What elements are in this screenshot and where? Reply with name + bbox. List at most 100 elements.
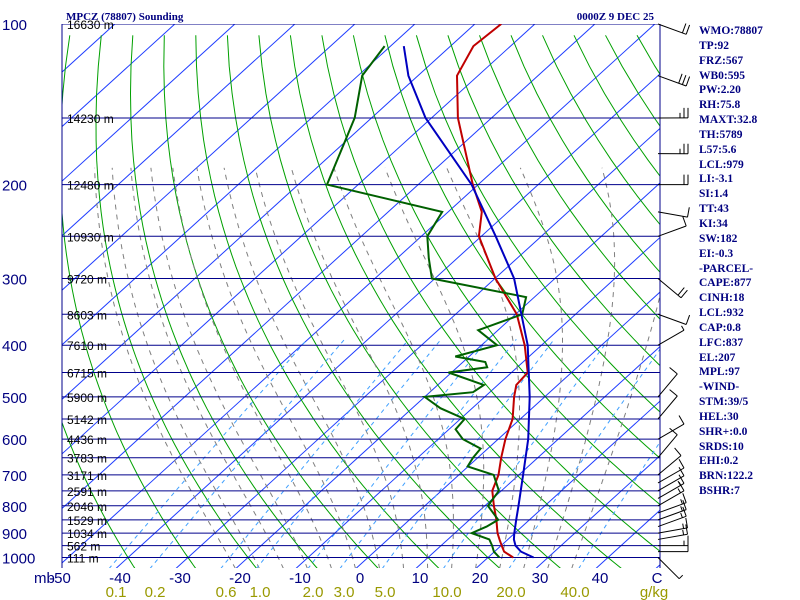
wind-barb bbox=[657, 174, 689, 186]
wind-barb-half-flag bbox=[682, 529, 685, 535]
index-value: BRN:122.2 bbox=[699, 470, 753, 483]
isotherm-line bbox=[355, 291, 660, 568]
moist-adiabat-line bbox=[446, 167, 520, 568]
moist-adiabat-line bbox=[384, 167, 485, 568]
dry-adiabat-line bbox=[573, 35, 660, 177]
temperature-tick-label: -10 bbox=[289, 570, 311, 587]
temperature-tick-label: 0 bbox=[356, 570, 364, 587]
isotherm-line bbox=[475, 400, 660, 568]
mixing-ratio-line bbox=[339, 338, 517, 568]
mixing-ratio-tick-label: 40.0 bbox=[560, 584, 589, 600]
pressure-tick-label: 100 bbox=[2, 17, 27, 34]
index-value: LFC:837 bbox=[699, 336, 744, 349]
mixing-ratio-tick-label: 10.0 bbox=[432, 584, 461, 600]
isotherm-line bbox=[235, 182, 660, 568]
wind-barb bbox=[657, 73, 691, 87]
moist-adiabat-line bbox=[519, 167, 563, 568]
mixing-ratio-tick-label: 1.0 bbox=[250, 584, 271, 600]
wind-barb-staff bbox=[657, 482, 685, 499]
wind-barb-flag bbox=[678, 415, 685, 425]
wind-barb bbox=[657, 427, 678, 459]
isotherm-line bbox=[62, 24, 416, 346]
index-value: RH:75.8 bbox=[699, 99, 741, 112]
dry-adiabat-line bbox=[763, 35, 800, 569]
height-label: 2046 m bbox=[67, 500, 107, 514]
isotherm-line bbox=[62, 24, 176, 128]
wind-barb-flag bbox=[682, 493, 687, 503]
index-value: CAPE:877 bbox=[699, 277, 752, 290]
mixing-ratio-tick-label: 20.0 bbox=[496, 584, 525, 600]
height-label: 3783 m bbox=[67, 452, 107, 466]
moist-adiabat-line bbox=[290, 167, 429, 568]
mixing-ratio-tick-label: 0.6 bbox=[216, 584, 237, 600]
isotherm-line bbox=[535, 455, 660, 568]
wind-barb bbox=[657, 313, 691, 325]
height-label: 111 m bbox=[67, 552, 99, 566]
temperature-tick-label: 20 bbox=[472, 570, 489, 587]
wind-barb-flag bbox=[674, 447, 682, 456]
dry-adiabat-line bbox=[415, 35, 660, 413]
height-label: 7610 m bbox=[67, 339, 107, 353]
isotherm-line bbox=[62, 24, 476, 400]
index-value: BSHR:7 bbox=[699, 485, 740, 498]
height-label: 2591 m bbox=[67, 485, 107, 499]
index-value: LCL:932 bbox=[699, 307, 744, 320]
isotherm-line bbox=[175, 127, 660, 568]
wind-barb-staff bbox=[657, 533, 688, 540]
wind-barb-half-flag bbox=[680, 512, 683, 518]
height-label: 4436 m bbox=[67, 433, 107, 447]
wind-barb bbox=[657, 535, 689, 547]
moist-adiabat-line bbox=[571, 293, 660, 568]
temperature-tick-label: -30 bbox=[169, 570, 191, 587]
height-label: 1529 m bbox=[67, 514, 107, 528]
wind-barb-half-flag bbox=[677, 480, 681, 486]
index-value: FRZ:567 bbox=[699, 54, 744, 67]
index-value: CAP:0.8 bbox=[699, 321, 741, 334]
wind-barb-flag bbox=[685, 524, 688, 535]
index-value: WB0:595 bbox=[699, 69, 745, 82]
dry-adiabat-line bbox=[95, 35, 257, 568]
index-value: L57:5.6 bbox=[699, 143, 737, 156]
wind-barb-staff bbox=[657, 373, 678, 398]
index-value: EL:207 bbox=[699, 351, 736, 364]
wind-barb-flag bbox=[678, 466, 685, 477]
index-value: EHI:0.2 bbox=[699, 455, 739, 468]
wind-barb-flag bbox=[682, 216, 687, 227]
sounding-profiles bbox=[325, 24, 535, 559]
chart-title: MPCZ (78807) Sounding bbox=[66, 11, 184, 23]
wind-barb-staff bbox=[657, 515, 687, 528]
mixing-ratio-tick-label: 2.0 bbox=[303, 584, 324, 600]
wind-barb bbox=[657, 500, 687, 521]
mixing-ratio-tick-label: 0.2 bbox=[145, 584, 166, 600]
index-value: CINH:18 bbox=[699, 292, 745, 305]
wind-barb-staff bbox=[657, 23, 687, 35]
wind-barb-staff bbox=[657, 509, 687, 521]
wind-barb-flag bbox=[678, 73, 683, 84]
dry-adiabat-line bbox=[479, 35, 660, 320]
mixing-ratio-tick-label: g/kg bbox=[640, 584, 668, 600]
mixing-ratio-line bbox=[307, 338, 488, 568]
dry-adiabat-line bbox=[510, 35, 660, 273]
index-value: -PARCEL- bbox=[699, 262, 754, 275]
pressure-axis-label: mb bbox=[34, 570, 55, 587]
wind-barb bbox=[657, 415, 685, 440]
wind-barb-flag bbox=[681, 75, 687, 85]
moist-adiabat-line bbox=[333, 167, 454, 568]
wind-barb-flag bbox=[685, 76, 691, 87]
dry-adiabat-line bbox=[226, 35, 501, 568]
height-label: 5142 m bbox=[67, 413, 107, 427]
dry-adiabat-line bbox=[384, 35, 660, 459]
moist-adiabat-line bbox=[150, 167, 308, 568]
temperature-tick-label: -40 bbox=[109, 570, 131, 587]
index-value: TT:43 bbox=[699, 203, 729, 216]
wind-barb bbox=[657, 506, 687, 528]
dry-adiabat-line bbox=[163, 35, 379, 568]
pressure-tick-label: 600 bbox=[2, 432, 27, 449]
temperature-tick-label: -20 bbox=[229, 570, 251, 587]
mixing-ratio-line bbox=[220, 338, 410, 568]
height-label: 12480 m bbox=[67, 179, 114, 193]
wind-barb-flag bbox=[669, 389, 678, 397]
wind-barb-staff bbox=[657, 423, 685, 440]
wind-barb-staff bbox=[657, 502, 687, 514]
